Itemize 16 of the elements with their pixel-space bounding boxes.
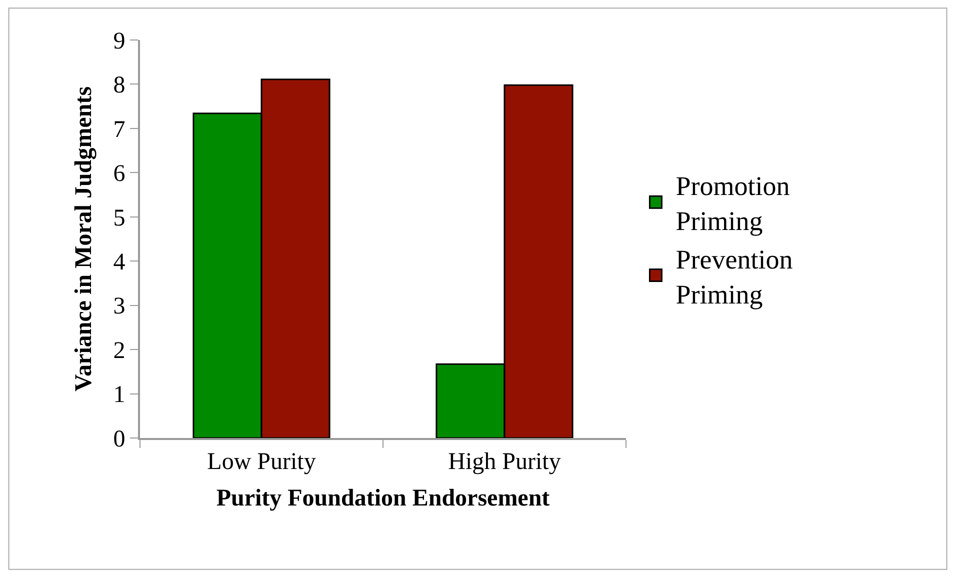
x-tick-label: Low Purity (207, 448, 316, 475)
y-tick-label: 1 (113, 382, 126, 408)
y-tick-label: 2 (113, 338, 126, 364)
x-tick-label: High Purity (448, 448, 561, 475)
y-tick-label: 7 (113, 116, 126, 143)
y-tick-label: 4 (113, 250, 126, 276)
y-axis-title: Variance in Moral Judgments (70, 86, 97, 392)
y-tick-label: 6 (113, 161, 126, 188)
y-tick-label: 5 (113, 205, 126, 232)
y-tick-label: 0 (113, 426, 126, 452)
y-tick-label: 9 (113, 28, 126, 54)
legend-label: Promotion Priming (676, 171, 790, 236)
y-tick-label: 3 (113, 294, 126, 320)
y-tick-label: 8 (113, 72, 126, 99)
legend-label: Prevention Priming (676, 244, 794, 310)
x-axis-title: Purity Foundation Endorsement (216, 486, 550, 512)
